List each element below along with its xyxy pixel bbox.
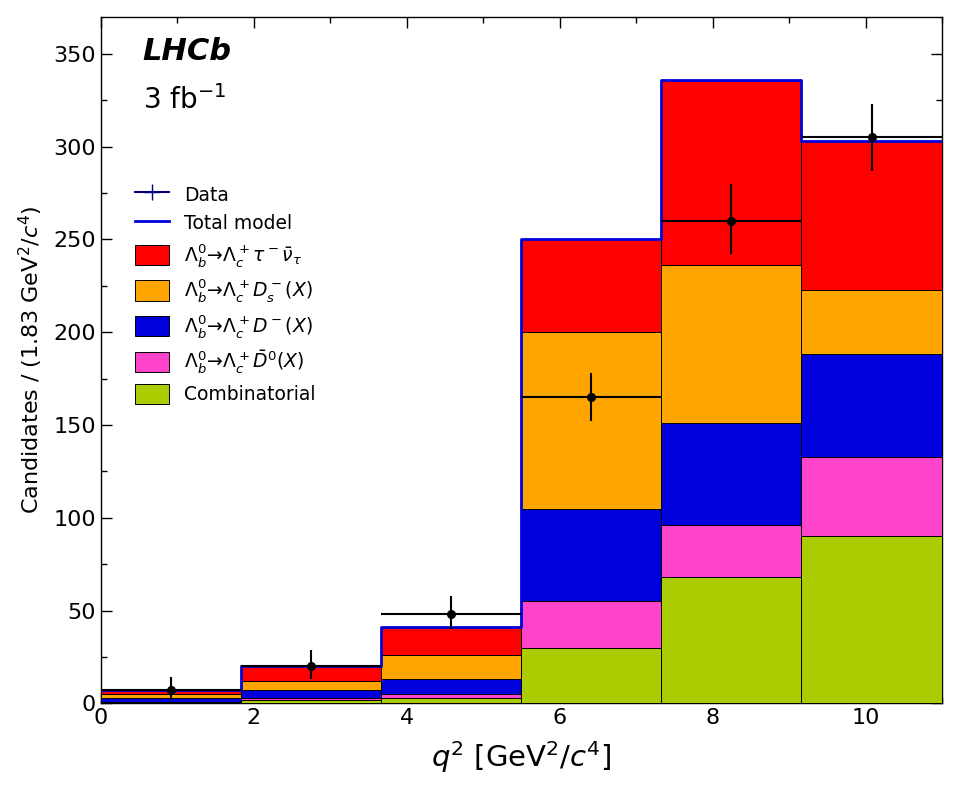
Bar	[661, 80, 801, 265]
Bar	[801, 456, 943, 536]
Bar	[241, 691, 381, 698]
Bar	[241, 681, 381, 691]
Bar	[801, 355, 943, 456]
Y-axis label: Candidates / (1.83 GeV$^2$/$c^4$): Candidates / (1.83 GeV$^2$/$c^4$)	[16, 206, 45, 514]
Bar	[521, 508, 661, 601]
Bar	[661, 423, 801, 525]
Bar	[101, 698, 241, 702]
X-axis label: $q^2$ [GeV$^2$/$c^4$]: $q^2$ [GeV$^2$/$c^4$]	[432, 740, 612, 775]
Bar	[381, 698, 521, 703]
Bar	[241, 700, 381, 703]
Bar	[521, 601, 661, 648]
Text: 3 fb$^{-1}$: 3 fb$^{-1}$	[143, 86, 225, 116]
Bar	[521, 239, 661, 332]
Text: LHCb: LHCb	[143, 37, 232, 67]
Bar	[241, 698, 381, 700]
Bar	[661, 265, 801, 423]
Bar	[381, 655, 521, 680]
Bar	[801, 290, 943, 355]
Bar	[241, 666, 381, 681]
Bar	[661, 577, 801, 703]
Bar	[661, 525, 801, 577]
Bar	[801, 536, 943, 703]
Bar	[801, 141, 943, 290]
Bar	[381, 680, 521, 694]
Bar	[521, 332, 661, 508]
Bar	[381, 627, 521, 655]
Bar	[521, 648, 661, 703]
Bar	[101, 702, 241, 703]
Bar	[381, 694, 521, 698]
Bar	[101, 691, 241, 694]
Bar	[101, 694, 241, 698]
Legend: Data, Total model, $\Lambda_b^0\!\to\!\Lambda_c^+\tau^-\bar{\nu}_\tau$, $\Lambda: Data, Total model, $\Lambda_b^0\!\to\!\L…	[135, 184, 316, 405]
